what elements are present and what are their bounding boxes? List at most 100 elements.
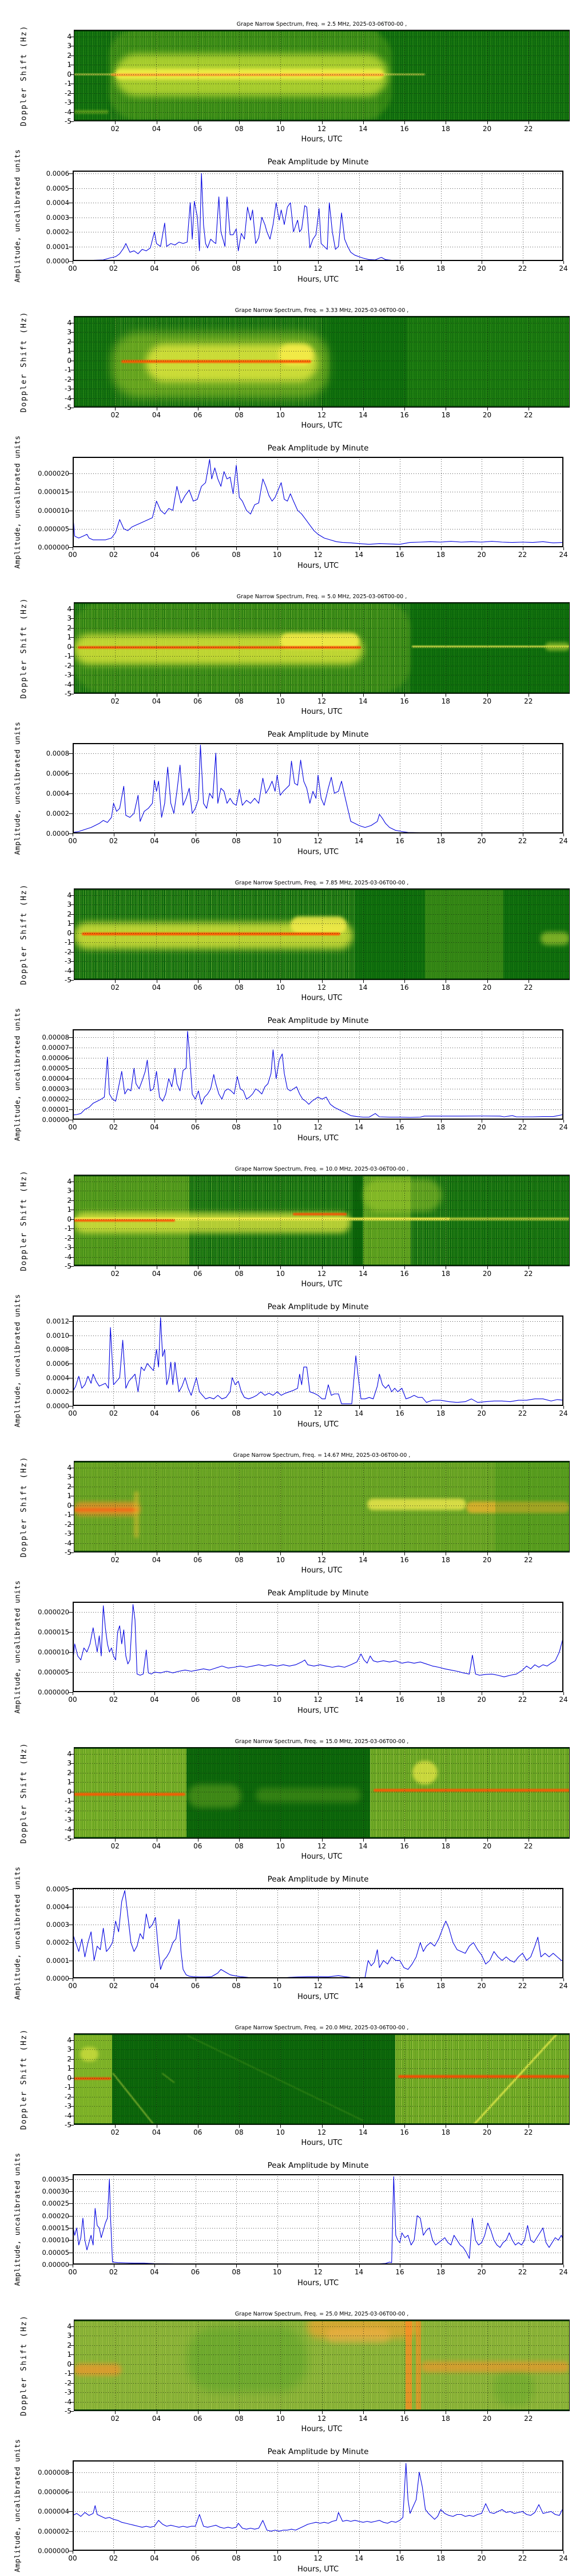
x-tick-label: 00 <box>68 551 77 559</box>
spectrogram-x-axis-label: Hours, UTC <box>301 1280 343 1289</box>
spectrogram-x-axis-label: Hours, UTC <box>301 421 343 430</box>
amplitude-title: Peak Amplitude by Minute <box>267 2447 369 2456</box>
subchannel-0-pair: Grape Narrow Spectrum, Freq. = 2.5 MHz, … <box>0 0 572 286</box>
x-tick-mark <box>363 980 364 983</box>
y-tick-label: -1 <box>65 1797 72 1805</box>
x-tick-mark <box>280 2125 281 2128</box>
y-tick-label: -4 <box>65 2397 72 2406</box>
y-tick-label: 0.000005 <box>38 1668 69 1676</box>
x-tick-mark <box>487 408 488 410</box>
x-tick-mark <box>115 980 116 983</box>
y-tick-label: 0.000004 <box>38 2507 69 2516</box>
amplitude-figure: Peak Amplitude by Minute Amplitude, unca… <box>0 432 572 572</box>
amplitude-figure: Peak Amplitude by Minute Amplitude, unca… <box>0 1577 572 1717</box>
x-tick-mark <box>236 1978 237 1981</box>
y-tick-label: 0.000020 <box>38 469 69 478</box>
spectrogram-feature-vband <box>406 316 570 408</box>
x-tick-mark <box>359 1692 360 1695</box>
x-tick-label: 16 <box>400 411 409 419</box>
x-tick-mark <box>277 2265 278 2267</box>
y-tick-mark <box>69 547 73 548</box>
y-tick-label: 0.0001 <box>46 1956 69 1965</box>
spectrogram-feature-line <box>292 1213 347 1216</box>
y-tick-mark <box>70 2106 74 2107</box>
x-tick-mark <box>115 121 116 124</box>
spectrogram-feature-line <box>74 110 109 113</box>
amplitude-plot-area <box>73 1888 563 1978</box>
x-tick-label: 08 <box>235 1270 244 1278</box>
y-tick-mark <box>69 2240 73 2241</box>
y-tick-label: -3 <box>65 98 72 106</box>
y-tick-mark <box>69 1652 73 1653</box>
y-tick-label: 0 <box>67 1501 72 1510</box>
amplitude-title: Peak Amplitude by Minute <box>267 157 369 167</box>
y-tick-mark <box>70 1524 74 1525</box>
x-tick-label: 14 <box>354 551 364 559</box>
x-tick-label: 12 <box>313 1982 323 1990</box>
x-tick-label: 20 <box>477 1123 486 1131</box>
x-tick-label: 08 <box>235 2128 244 2136</box>
y-tick-label: 0.0003 <box>46 1921 69 1929</box>
x-tick-label: 16 <box>395 1409 404 1417</box>
y-tick-label: -4 <box>65 108 72 116</box>
x-tick-label: 18 <box>436 1696 446 1704</box>
x-tick-mark <box>318 1406 319 1409</box>
x-tick-label: 02 <box>110 1556 120 1564</box>
x-tick-label: 08 <box>232 264 241 272</box>
x-tick-label: 04 <box>150 1409 159 1417</box>
y-tick-label: 0 <box>67 1787 72 1796</box>
x-tick-label: 18 <box>436 2554 446 2562</box>
y-tick-mark <box>69 753 73 754</box>
x-tick-label: 02 <box>110 2128 120 2136</box>
x-tick-mark <box>563 1120 564 1123</box>
y-tick-mark <box>69 261 73 262</box>
y-tick-label: 2 <box>67 1768 72 1777</box>
spectrogram-plot-area <box>74 2320 570 2411</box>
spectrogram-figure: Grape Narrow Spectrum, Freq. = 7.85 MHz,… <box>0 859 572 1005</box>
x-tick-mark <box>277 2551 278 2554</box>
amplitude-line-series <box>73 1317 563 1404</box>
y-tick-mark <box>69 1942 73 1943</box>
y-tick-mark <box>70 1753 74 1755</box>
y-tick-mark <box>70 1266 74 1267</box>
x-tick-mark <box>563 1406 564 1409</box>
amplitude-y-axis-label: Amplitude, uncalibrated units <box>13 1008 22 1141</box>
y-tick-label: -4 <box>65 2111 72 2120</box>
x-tick-mark <box>236 1120 237 1123</box>
x-tick-mark <box>321 1266 323 1269</box>
y-tick-mark <box>70 1200 74 1201</box>
x-tick-label: 22 <box>524 2415 533 2423</box>
spectrogram-figure: Grape Narrow Spectrum, Freq. = 3.33 MHz,… <box>0 286 572 432</box>
x-tick-label: 24 <box>559 551 568 559</box>
x-tick-label: 00 <box>68 1696 77 1704</box>
y-tick-label: 0.0004 <box>46 199 69 207</box>
x-tick-mark <box>563 2551 564 2554</box>
y-tick-label: 0.00004 <box>42 1074 69 1083</box>
x-tick-label: 18 <box>436 264 446 272</box>
spectrogram-feature-vband <box>450 1175 570 1266</box>
spectrogram-feature-band <box>187 2326 308 2392</box>
x-tick-label: 04 <box>152 1556 161 1564</box>
spectrogram-title-line1: Grape Narrow Spectrum, Freq. = 20.0 MHz,… <box>235 2025 409 2031</box>
x-tick-label: 02 <box>110 697 120 705</box>
x-tick-label: 14 <box>359 411 368 419</box>
x-tick-mark <box>115 1266 116 1269</box>
y-tick-label: 0.0006 <box>46 169 69 178</box>
x-tick-mark <box>363 2125 364 2128</box>
x-tick-label: 20 <box>482 2128 492 2136</box>
y-tick-mark <box>69 2472 73 2473</box>
y-tick-mark <box>70 74 74 75</box>
y-tick-mark <box>70 2373 74 2374</box>
y-tick-label: -5 <box>65 2407 72 2415</box>
spectrogram-plot-area <box>74 602 570 694</box>
spectrogram-title-line1: Grape Narrow Spectrum, Freq. = 15.0 MHz,… <box>235 1739 409 1745</box>
x-tick-mark <box>154 1120 155 1123</box>
amplitude-title: Peak Amplitude by Minute <box>267 730 369 739</box>
amplitude-title: Peak Amplitude by Minute <box>267 1589 369 1598</box>
y-tick-label: 0.00006 <box>42 1054 69 1062</box>
y-tick-label: 4 <box>67 1463 72 1472</box>
x-tick-label: 22 <box>524 1270 533 1278</box>
spectrogram-feature-band <box>541 931 570 945</box>
amplitude-plot-area <box>73 2174 563 2265</box>
x-tick-mark <box>277 1120 278 1123</box>
